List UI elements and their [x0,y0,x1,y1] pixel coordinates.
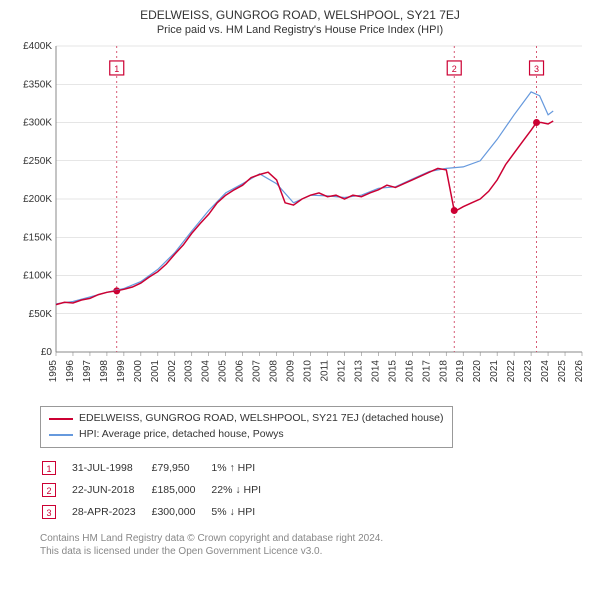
svg-text:2024: 2024 [540,360,551,383]
sale-date: 28-APR-2023 [72,502,150,522]
table-row: 1 31-JUL-1998£79,9501% ↑ HPI [42,458,275,478]
svg-text:2019: 2019 [455,360,466,383]
svg-text:2003: 2003 [184,360,195,383]
sale-vs-hpi: 22% ↓ HPI [211,480,275,500]
sale-marker-icon: 3 [42,505,56,519]
svg-text:2009: 2009 [286,360,297,383]
svg-text:2022: 2022 [506,360,517,383]
svg-text:2025: 2025 [557,360,568,383]
svg-text:£100K: £100K [23,271,52,282]
svg-text:2010: 2010 [303,360,314,383]
svg-text:2026: 2026 [574,360,585,383]
sale-price: £300,000 [152,502,210,522]
sale-price: £185,000 [152,480,210,500]
svg-text:£250K: £250K [23,156,52,167]
sale-vs-hpi: 5% ↓ HPI [211,502,275,522]
svg-text:2000: 2000 [133,360,144,383]
svg-text:1998: 1998 [99,360,110,383]
chart-svg: £0 £50K £100K £150K £200K £250K £300K £350K £400… [10,40,590,400]
sale-marker-icon: 1 [42,461,56,475]
svg-text:1999: 1999 [116,360,127,383]
svg-text:2005: 2005 [218,360,229,383]
svg-text:£150K: £150K [23,232,52,243]
svg-text:2017: 2017 [421,360,432,383]
sale-date: 31-JUL-1998 [72,458,150,478]
svg-text:2015: 2015 [387,360,398,383]
sale-vs-hpi: 1% ↑ HPI [211,458,275,478]
svg-text:2002: 2002 [167,360,178,383]
attribution-footer: Contains HM Land Registry data © Crown c… [40,532,590,558]
footer-line-2: This data is licensed under the Open Gov… [40,545,590,558]
svg-text:1997: 1997 [82,360,93,383]
legend-item: HPI: Average price, detached house, Powy… [49,427,444,443]
svg-text:2023: 2023 [523,360,534,383]
sale-date: 22-JUN-2018 [72,480,150,500]
svg-text:2013: 2013 [353,360,364,383]
svg-text:2014: 2014 [370,360,381,383]
svg-text:2: 2 [452,64,457,74]
svg-text:2021: 2021 [489,360,500,383]
footer-line-1: Contains HM Land Registry data © Crown c… [40,532,590,545]
svg-text:2016: 2016 [404,360,415,383]
chart-title: EDELWEISS, GUNGROG ROAD, WELSHPOOL, SY21… [10,8,590,22]
chart-legend: EDELWEISS, GUNGROG ROAD, WELSHPOOL, SY21… [40,406,453,448]
table-row: 2 22-JUN-2018£185,00022% ↓ HPI [42,480,275,500]
svg-text:2004: 2004 [201,360,212,383]
legend-swatch [49,434,73,436]
svg-text:2006: 2006 [235,360,246,383]
sale-marker-icon: 2 [42,483,56,497]
svg-text:1995: 1995 [48,360,59,383]
price-chart: £0 £50K £100K £150K £200K £250K £300K £350K £400… [10,40,590,400]
svg-text:2007: 2007 [252,360,263,383]
svg-text:£350K: £350K [23,79,52,90]
svg-text:£50K: £50K [29,309,53,320]
table-row: 3 28-APR-2023£300,0005% ↓ HPI [42,502,275,522]
legend-label: EDELWEISS, GUNGROG ROAD, WELSHPOOL, SY21… [79,411,444,427]
svg-text:2020: 2020 [472,360,483,383]
sale-price: £79,950 [152,458,210,478]
svg-text:2018: 2018 [438,360,449,383]
svg-text:3: 3 [534,64,539,74]
chart-titles: EDELWEISS, GUNGROG ROAD, WELSHPOOL, SY21… [10,8,590,36]
svg-text:2001: 2001 [150,360,161,383]
legend-label: HPI: Average price, detached house, Powy… [79,427,284,443]
svg-text:1996: 1996 [65,360,76,383]
chart-subtitle: Price paid vs. HM Land Registry's House … [10,24,590,36]
svg-text:2012: 2012 [336,360,347,383]
legend-item: EDELWEISS, GUNGROG ROAD, WELSHPOOL, SY21… [49,411,444,427]
svg-text:2008: 2008 [269,360,280,383]
svg-text:£400K: £400K [23,41,52,52]
legend-swatch [49,418,73,420]
svg-text:£0: £0 [41,347,53,358]
svg-text:£300K: £300K [23,118,52,129]
svg-text:£200K: £200K [23,194,52,205]
svg-text:2011: 2011 [319,360,330,382]
svg-text:1: 1 [114,64,119,74]
sale-points-table: 1 31-JUL-1998£79,9501% ↑ HPI 2 22-JUN-2018£… [40,456,277,524]
